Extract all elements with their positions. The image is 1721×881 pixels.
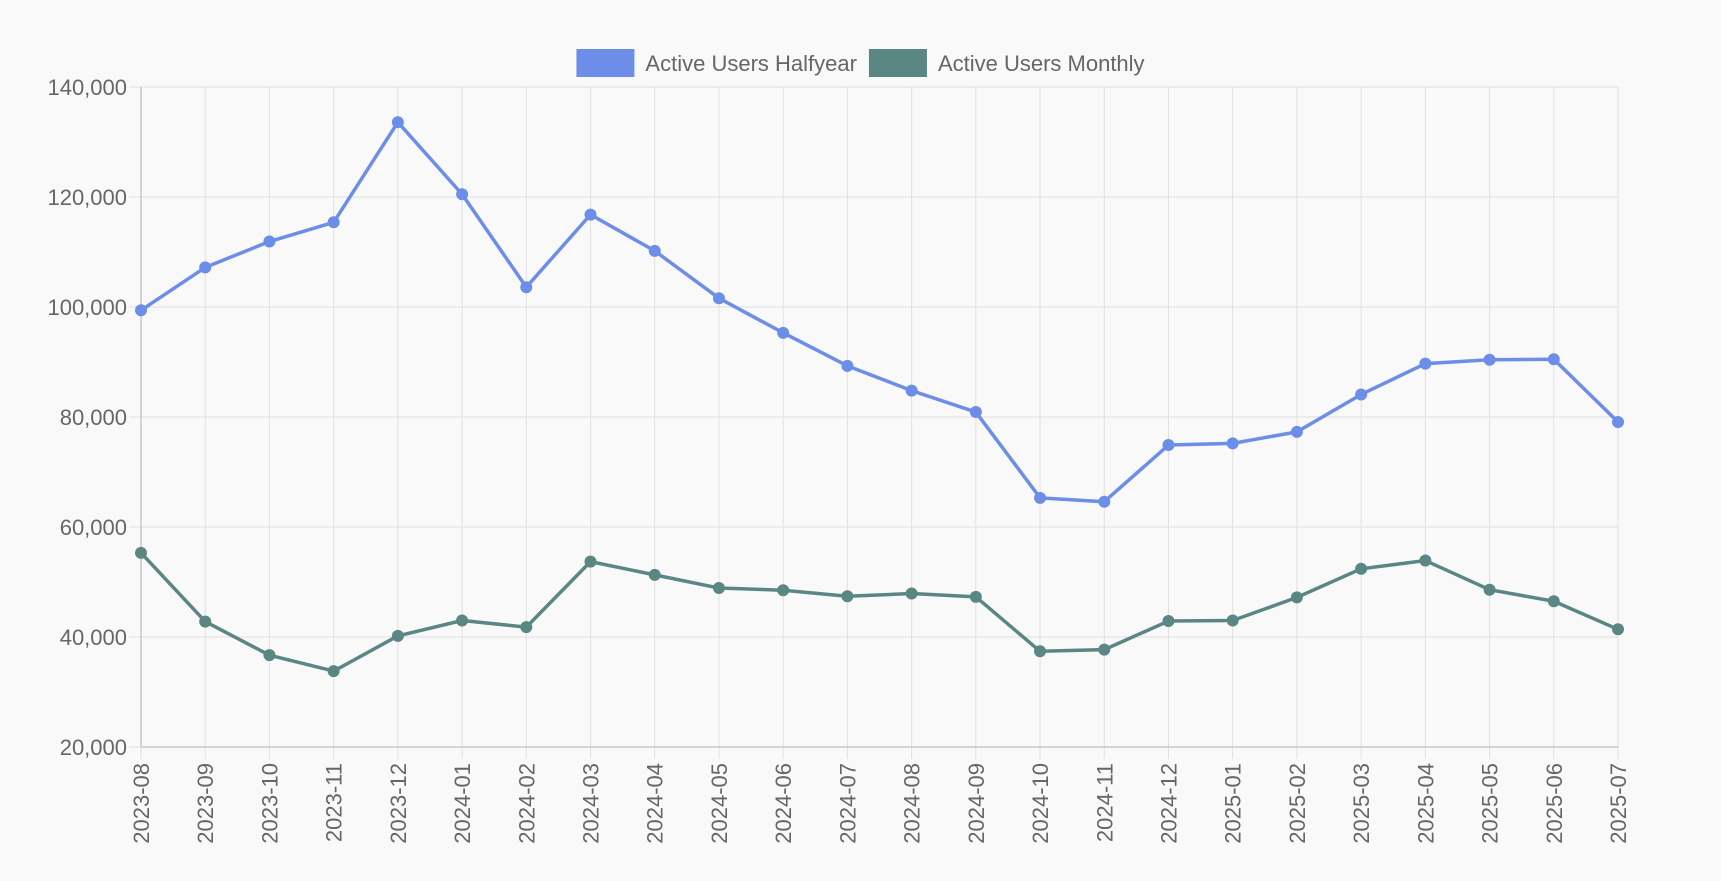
data-point[interactable]	[327, 216, 340, 229]
data-point[interactable]	[1612, 623, 1624, 636]
data-point[interactable]	[905, 384, 918, 397]
data-point[interactable]	[777, 584, 790, 597]
y-tick-label: 120,000	[47, 185, 127, 210]
data-point[interactable]	[135, 304, 147, 317]
data-point[interactable]	[1098, 643, 1111, 656]
x-tick-label: 2025-02	[1285, 763, 1310, 844]
data-point[interactable]	[1547, 353, 1560, 366]
data-point[interactable]	[584, 208, 597, 221]
data-point[interactable]	[1226, 614, 1239, 627]
legend-item[interactable]: Active Users Monthly	[868, 49, 1145, 77]
data-point[interactable]	[456, 188, 469, 201]
data-point[interactable]	[969, 406, 982, 419]
data-point[interactable]	[135, 546, 147, 559]
data-point[interactable]	[199, 261, 212, 274]
x-tick-label: 2023-12	[386, 763, 411, 844]
legend-label: Active Users Halfyear	[645, 51, 857, 76]
data-point[interactable]	[712, 582, 725, 595]
x-tick-label: 2025-07	[1606, 763, 1631, 844]
legend-label: Active Users Monthly	[938, 51, 1145, 76]
x-tick-label: 2024-06	[771, 763, 796, 844]
data-point[interactable]	[199, 615, 212, 628]
x-tick-label: 2025-06	[1542, 763, 1567, 844]
data-point[interactable]	[391, 629, 404, 642]
x-tick-label: 2025-05	[1478, 763, 1503, 844]
data-point[interactable]	[1483, 583, 1496, 596]
legend-swatch	[868, 49, 927, 77]
x-tick-label: 2024-02	[514, 763, 539, 844]
data-point[interactable]	[263, 235, 276, 248]
data-point[interactable]	[648, 568, 661, 581]
series-line	[139, 551, 1619, 673]
x-tick-label: 2024-07	[835, 763, 860, 844]
data-point[interactable]	[1034, 491, 1047, 504]
x-tick-label: 2024-09	[964, 763, 989, 844]
data-point[interactable]	[1355, 388, 1368, 401]
x-tick-label: 2024-11	[1092, 763, 1117, 842]
data-point[interactable]	[905, 587, 918, 600]
x-tick-label: 2023-11	[322, 763, 347, 842]
data-point[interactable]	[391, 116, 404, 129]
y-tick-label: 100,000	[47, 295, 127, 320]
data-point[interactable]	[263, 649, 276, 662]
data-point[interactable]	[1290, 425, 1303, 438]
x-tick-label: 2025-03	[1349, 763, 1374, 844]
data-point[interactable]	[584, 555, 597, 568]
data-point[interactable]	[1612, 415, 1624, 428]
data-point[interactable]	[777, 326, 790, 339]
y-tick-label: 80,000	[60, 405, 127, 430]
data-point[interactable]	[1098, 495, 1111, 508]
data-point[interactable]	[841, 359, 854, 372]
legend-item[interactable]: Active Users Halfyear	[576, 49, 857, 77]
data-point[interactable]	[1419, 554, 1432, 567]
x-tick-label: 2025-01	[1221, 763, 1246, 844]
x-tick-label: 2023-09	[193, 763, 218, 844]
data-point[interactable]	[1290, 591, 1303, 604]
data-point[interactable]	[1162, 615, 1175, 628]
series-layer	[135, 116, 1624, 678]
data-point[interactable]	[712, 292, 725, 305]
data-point[interactable]	[1034, 645, 1047, 658]
data-point[interactable]	[1483, 353, 1496, 366]
grid	[129, 86, 1619, 759]
x-tick-label: 2024-08	[900, 763, 925, 844]
y-tick-label: 60,000	[60, 515, 127, 540]
data-point[interactable]	[520, 281, 533, 294]
data-point[interactable]	[1162, 439, 1175, 452]
data-point[interactable]	[1547, 595, 1560, 608]
y-tick-label: 20,000	[60, 735, 127, 760]
x-tick-label: 2024-04	[643, 763, 668, 844]
data-point[interactable]	[1355, 562, 1368, 575]
data-point[interactable]	[520, 621, 533, 634]
data-point[interactable]	[648, 244, 661, 257]
axes: 20,000 40,000 60,000 80,000 100,000 120,000 14…	[47, 75, 1631, 844]
x-tick-label: 2024-01	[450, 763, 475, 844]
data-point[interactable]	[456, 614, 469, 627]
x-tick-label: 2024-12	[1156, 763, 1181, 844]
data-point[interactable]	[969, 590, 982, 603]
data-point[interactable]	[841, 590, 854, 603]
data-point[interactable]	[1419, 357, 1432, 370]
x-tick-label: 2023-10	[257, 763, 282, 844]
legend-swatch	[576, 49, 635, 77]
x-tick-label: 2024-03	[579, 763, 604, 844]
legend[interactable]: Active Users Halfyear Active Users Monthl…	[576, 49, 1145, 77]
data-point[interactable]	[327, 665, 340, 678]
data-point[interactable]	[1226, 437, 1239, 450]
x-tick-label: 2023-08	[129, 763, 154, 844]
x-tick-label: 2024-05	[707, 763, 732, 844]
x-tick-label: 2024-10	[1028, 763, 1053, 844]
series-line	[140, 120, 1620, 504]
y-tick-label: 40,000	[60, 625, 127, 650]
y-tick-label: 140,000	[47, 75, 127, 100]
x-tick-label: 2025-04	[1413, 763, 1438, 844]
